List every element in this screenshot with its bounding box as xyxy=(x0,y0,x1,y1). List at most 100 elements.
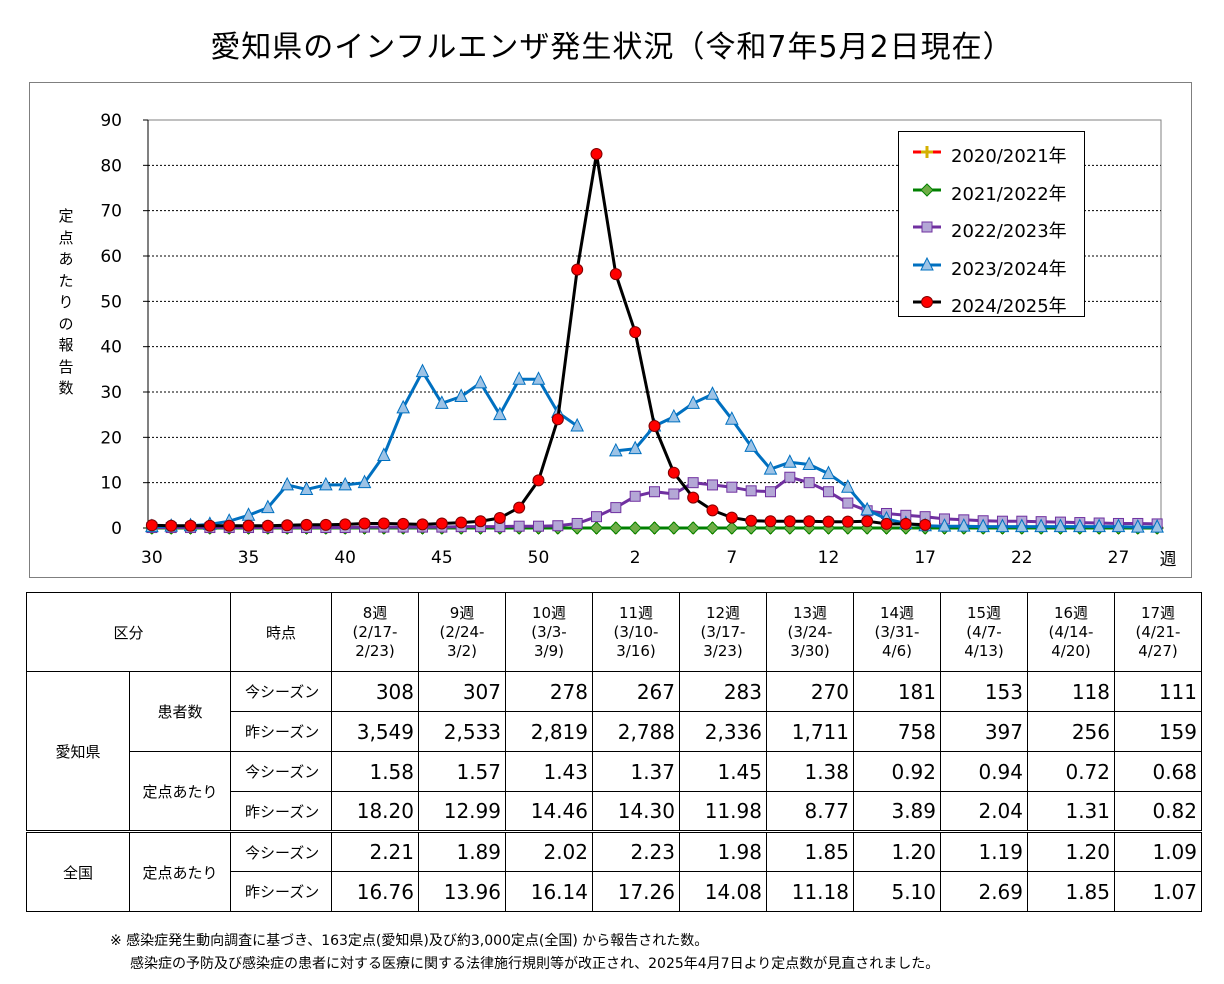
data-point xyxy=(378,518,389,529)
legend-item: 2024/2025年 xyxy=(911,288,1081,318)
table-cell: 111 xyxy=(1115,672,1202,712)
data-point xyxy=(650,487,660,497)
data-point xyxy=(320,519,331,530)
table-cell: 1.19 xyxy=(941,832,1028,872)
header-week-line: 13週 xyxy=(767,604,853,623)
data-point xyxy=(572,518,582,528)
y-tick-label: 20 xyxy=(100,428,122,448)
legend-marker xyxy=(922,297,933,308)
data-point xyxy=(398,518,409,529)
data-table: 区分 時点 8週 (2/17- 2/23) 9週 (2/24- 3/2) 10週 (3/3- 3/9… xyxy=(26,592,1202,912)
table-cell: 307 xyxy=(419,672,506,712)
season-label: 今シーズン xyxy=(231,752,332,792)
data-point xyxy=(804,478,814,488)
header-week: 11週 (3/10- 3/16) xyxy=(593,593,680,672)
data-point xyxy=(920,519,931,530)
table-cell: 1.09 xyxy=(1115,832,1202,872)
header-week: 10週 (3/3- 3/9) xyxy=(506,593,593,672)
table-cell: 2.21 xyxy=(332,832,419,872)
table-cell: 13.96 xyxy=(419,872,506,912)
y-axis-label-char: り xyxy=(56,292,76,314)
data-point xyxy=(823,487,833,497)
header-week-line: 10週 xyxy=(506,604,592,623)
header-week-line: 3/23) xyxy=(680,642,766,661)
table-cell: 1,711 xyxy=(767,712,854,752)
table-cell: 1.85 xyxy=(1028,872,1115,912)
table-cell: 12.99 xyxy=(419,792,506,832)
table-cell: 270 xyxy=(767,672,854,712)
legend-label: 2023/2024年 xyxy=(951,255,1067,281)
y-tick-label: 70 xyxy=(100,202,122,222)
legend-label: 2020/2021年 xyxy=(951,142,1067,168)
header-week-line: 4/27) xyxy=(1115,642,1201,661)
y-tick-label: 80 xyxy=(100,156,122,176)
table-row: 愛知県 患者数 今シーズン 308 307 278 267 283 270 181 153 118 11… xyxy=(27,672,1202,712)
header-week-line: 11週 xyxy=(593,604,679,623)
data-point xyxy=(649,421,660,432)
header-week-line: 3/30) xyxy=(767,642,853,661)
y-tick-label: 0 xyxy=(111,519,122,539)
header-week-line: (3/17- xyxy=(680,623,766,642)
data-point xyxy=(166,520,177,531)
table-cell: 0.92 xyxy=(854,752,941,792)
season-label: 今シーズン xyxy=(231,832,332,872)
legend-label: 2024/2025年 xyxy=(951,292,1067,318)
table-cell: 3.89 xyxy=(854,792,941,832)
header-week: 12週 (3/17- 3/23) xyxy=(680,593,767,672)
x-tick-label: 17 xyxy=(914,548,936,568)
header-week-line: 3/16) xyxy=(593,642,679,661)
data-point xyxy=(804,516,815,527)
y-axis-label-char: 点 xyxy=(56,228,76,250)
header-week: 17週 (4/21- 4/27) xyxy=(1115,593,1202,672)
header-week: 9週 (2/24- 3/2) xyxy=(419,593,506,672)
x-tick-label: 50 xyxy=(528,548,550,568)
y-axis-label-char: 数 xyxy=(56,378,76,400)
table-cell: 17.26 xyxy=(593,872,680,912)
data-point xyxy=(359,518,370,529)
season-label: 昨シーズン xyxy=(231,712,332,752)
data-point xyxy=(340,519,351,530)
legend-item: 2020/2021年 xyxy=(911,138,1081,168)
header-week-line: 4/20) xyxy=(1028,642,1114,661)
header-week-line: 15週 xyxy=(941,604,1027,623)
data-point xyxy=(243,520,254,531)
table-cell: 16.76 xyxy=(332,872,419,912)
data-point xyxy=(746,515,757,526)
category-patients: 患者数 xyxy=(130,672,231,752)
table-cell: 14.46 xyxy=(506,792,593,832)
data-point xyxy=(262,520,273,531)
table-cell: 2.04 xyxy=(941,792,1028,832)
table-cell: 283 xyxy=(680,672,767,712)
y-axis-label-char: あ xyxy=(56,249,76,271)
data-point xyxy=(553,521,563,531)
header-week-line: 12週 xyxy=(680,604,766,623)
data-point xyxy=(224,520,235,531)
header-week: 14週 (3/31- 4/6) xyxy=(854,593,941,672)
table-cell: 1.07 xyxy=(1115,872,1202,912)
y-axis-label-char: 定 xyxy=(56,206,76,228)
x-tick-label: 40 xyxy=(334,548,356,568)
header-week-line: (4/14- xyxy=(1028,623,1114,642)
table-cell: 11.98 xyxy=(680,792,767,832)
header-week-line: (4/7- xyxy=(941,623,1027,642)
table-cell: 758 xyxy=(854,712,941,752)
data-point xyxy=(630,327,641,338)
y-tick-label: 60 xyxy=(100,247,122,267)
table-row: 定点あたり 今シーズン 1.58 1.57 1.43 1.37 1.45 1.38 0.92 0.… xyxy=(27,752,1202,792)
data-point xyxy=(784,516,795,527)
table-cell: 2.02 xyxy=(506,832,593,872)
table-cell: 397 xyxy=(941,712,1028,752)
chart-legend: 2020/2021年 2021/2022年 2022/2023年 2023/2024年… xyxy=(898,131,1085,317)
data-point xyxy=(572,264,583,275)
header-week-line: (3/10- xyxy=(593,623,679,642)
y-axis-label-char: 報 xyxy=(56,335,76,357)
legend-swatch xyxy=(911,292,943,312)
legend-item: 2021/2022年 xyxy=(911,176,1081,206)
table-cell: 1.20 xyxy=(854,832,941,872)
table-cell: 16.14 xyxy=(506,872,593,912)
table-cell: 118 xyxy=(1028,672,1115,712)
category-per-point: 定点あたり xyxy=(130,832,231,912)
table-cell: 18.20 xyxy=(332,792,419,832)
table-cell: 0.72 xyxy=(1028,752,1115,792)
data-point xyxy=(707,505,718,516)
